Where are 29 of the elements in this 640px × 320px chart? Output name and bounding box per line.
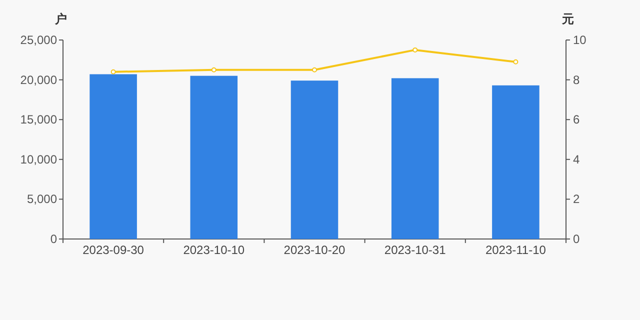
bar <box>492 85 540 239</box>
y2-axis-title: 元 <box>561 12 574 26</box>
y-tick-label: 25,000 <box>20 33 58 47</box>
y2-tick-label: 2 <box>573 192 580 206</box>
point <box>412 47 418 52</box>
x-tick-label: 2023-11-10 <box>485 243 546 257</box>
y-tick-label: 0 <box>50 232 58 246</box>
point <box>513 59 518 64</box>
point <box>312 67 317 72</box>
bar <box>90 74 137 239</box>
x-tick-label: 2023-10-10 <box>183 243 245 257</box>
point <box>110 69 116 74</box>
y2-tick-label: 0 <box>573 232 580 246</box>
y-tick-label: 20,000 <box>20 72 58 87</box>
y2-tick-label: 6 <box>573 112 580 127</box>
bar <box>290 80 338 239</box>
y2-tick-label: 10 <box>573 33 587 47</box>
point <box>211 67 216 72</box>
y2-tick-label: 4 <box>573 152 580 166</box>
y-tick-label: 15,000 <box>20 112 58 127</box>
x-tick-label: 2023-09-30 <box>82 243 144 257</box>
x-tick-label: 2023-10-20 <box>284 243 346 257</box>
y-tick-label: 10,000 <box>20 152 58 166</box>
bar <box>391 78 439 239</box>
x-tick-label: 2023-10-31 <box>384 243 446 257</box>
bar <box>190 76 238 239</box>
y2-tick-label: 8 <box>573 72 580 87</box>
y-tick-label: 5,000 <box>26 192 58 206</box>
y-axis-title: 户 <box>54 12 67 26</box>
